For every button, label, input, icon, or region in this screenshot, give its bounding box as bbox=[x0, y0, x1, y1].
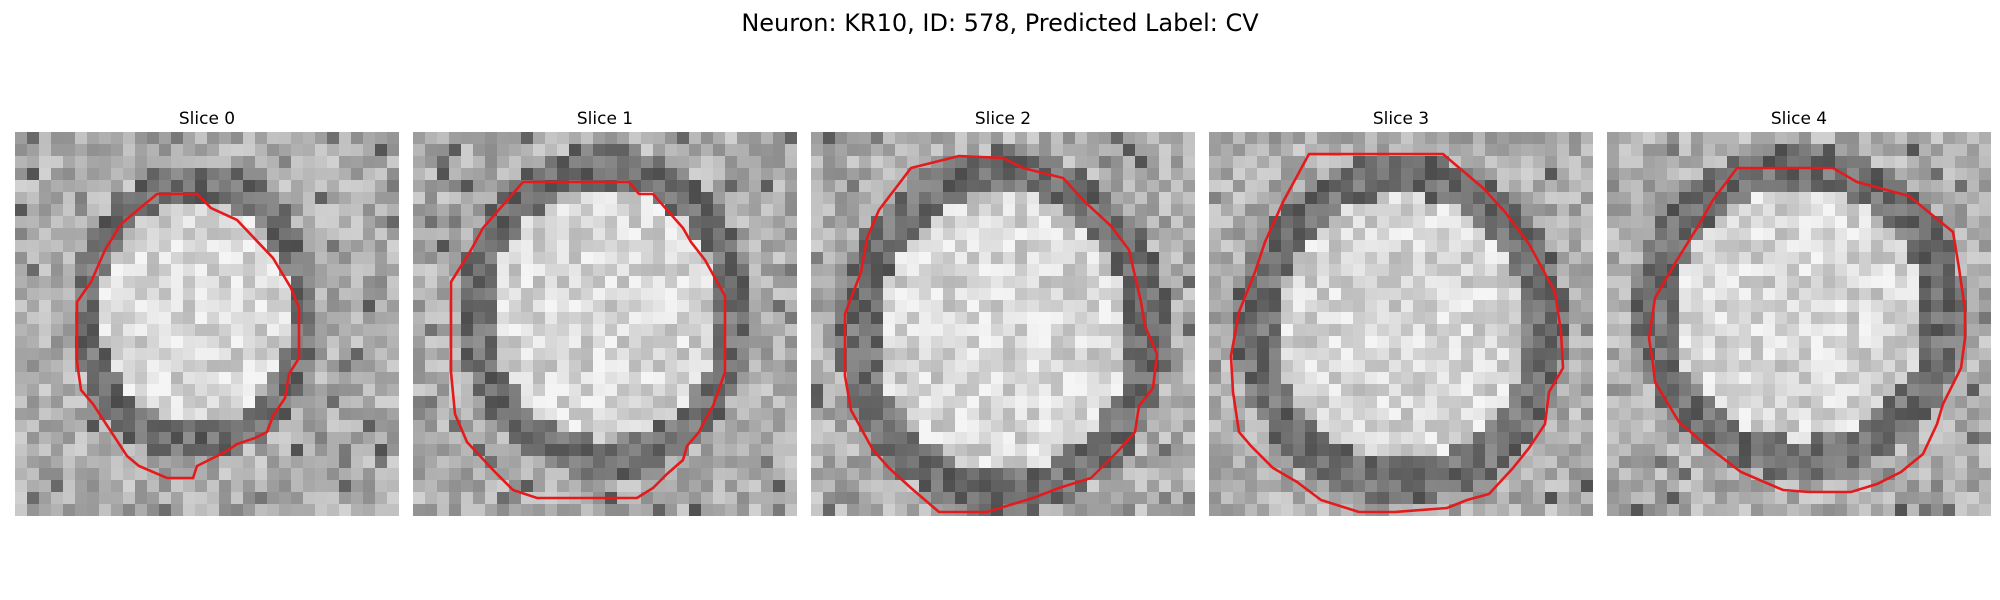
neuron-contour bbox=[843, 154, 1159, 514]
slice-panel-4: Slice 4 bbox=[1607, 108, 1991, 516]
slice-image-3 bbox=[1209, 132, 1593, 516]
neuron-contour bbox=[1647, 166, 1967, 494]
slice-panel-1: Slice 1 bbox=[413, 108, 797, 516]
slice-panel-0: Slice 0 bbox=[15, 108, 399, 516]
slice-panel-3: Slice 3 bbox=[1209, 108, 1593, 516]
figure-title: Neuron: KR10, ID: 578, Predicted Label: … bbox=[741, 9, 1259, 37]
slice-image-2 bbox=[811, 132, 1195, 516]
neuron-contour bbox=[1229, 152, 1565, 514]
slice-title: Slice 1 bbox=[576, 109, 634, 129]
neuron-contour bbox=[75, 192, 301, 480]
slice-title: Slice 2 bbox=[974, 109, 1032, 129]
slice-image-1 bbox=[413, 132, 797, 516]
neuron-contour bbox=[449, 180, 727, 500]
slice-title: Slice 4 bbox=[1770, 109, 1828, 129]
slice-image-4 bbox=[1607, 132, 1991, 516]
slice-title: Slice 3 bbox=[1372, 109, 1430, 129]
slice-panel-2: Slice 2 bbox=[811, 108, 1195, 516]
slice-image-0 bbox=[15, 132, 399, 516]
slice-title: Slice 0 bbox=[178, 109, 236, 129]
